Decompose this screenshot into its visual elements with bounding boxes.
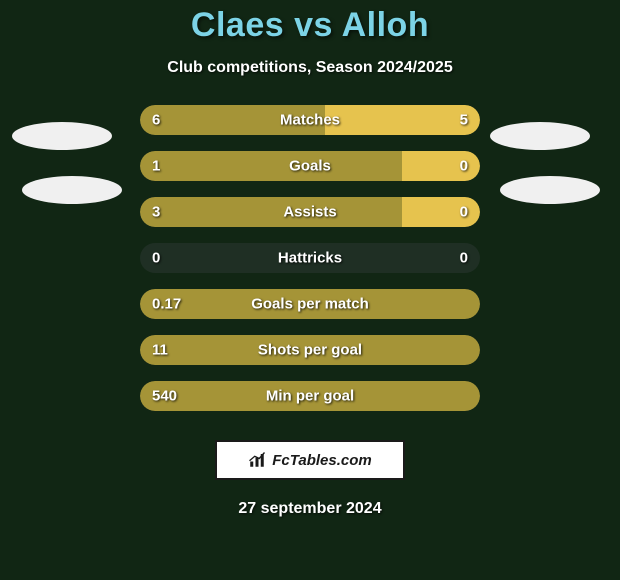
stat-value-right: 5 — [460, 112, 468, 129]
stat-label: Matches — [280, 112, 340, 129]
comparison-infographic: Claes vs Alloh Club competitions, Season… — [0, 0, 620, 580]
stat-row: Goals per match 0.17 — [0, 289, 620, 319]
stat-value-left: 1 — [152, 158, 160, 175]
stat-bar-left — [140, 197, 402, 227]
footer-date: 27 september 2024 — [0, 500, 620, 518]
footer-brand-box: FcTables.com — [215, 440, 405, 480]
stat-bar-right — [402, 151, 480, 181]
stat-label: Hattricks — [278, 250, 342, 267]
title-player2: Alloh — [342, 6, 429, 44]
stat-bar-right — [325, 105, 480, 135]
stat-value-left: 540 — [152, 388, 177, 405]
stat-label: Goals per match — [251, 296, 369, 313]
stat-value-left: 11 — [152, 342, 168, 359]
stat-label: Assists — [283, 204, 336, 221]
stat-bar-track: Goals per match 0.17 — [140, 289, 480, 319]
stat-value-right: 0 — [460, 250, 468, 267]
stat-bar-track: Hattricks 0 0 — [140, 243, 480, 273]
stat-value-right: 0 — [460, 158, 468, 175]
stat-row: Shots per goal 11 — [0, 335, 620, 365]
footer-brand-text: FcTables.com — [272, 452, 371, 469]
page-title: Claes vs Alloh — [0, 0, 620, 45]
title-vs: vs — [294, 6, 333, 44]
subtitle: Club competitions, Season 2024/2025 — [0, 59, 620, 77]
stat-bar-right — [402, 197, 480, 227]
stat-bar-track: Assists 3 0 — [140, 197, 480, 227]
stat-bar-track: Matches 6 5 — [140, 105, 480, 135]
stat-label: Shots per goal — [258, 342, 362, 359]
stat-bar-left — [140, 151, 402, 181]
stat-row: Goals 1 0 — [0, 151, 620, 181]
chart-icon — [248, 451, 266, 469]
stat-label: Min per goal — [266, 388, 354, 405]
stat-bar-track: Shots per goal 11 — [140, 335, 480, 365]
stat-label: Goals — [289, 158, 331, 175]
stat-value-left: 6 — [152, 112, 160, 129]
title-player1: Claes — [191, 6, 284, 44]
stat-value-right: 0 — [460, 204, 468, 221]
stat-row: Min per goal 540 — [0, 381, 620, 411]
stat-value-left: 3 — [152, 204, 160, 221]
stat-bar-track: Min per goal 540 — [140, 381, 480, 411]
stat-row: Matches 6 5 — [0, 105, 620, 135]
stat-row: Assists 3 0 — [0, 197, 620, 227]
stat-bar-track: Goals 1 0 — [140, 151, 480, 181]
stat-row: Hattricks 0 0 — [0, 243, 620, 273]
stat-value-left: 0.17 — [152, 296, 181, 313]
stat-bars: Matches65Goals10Assists30Hattricks00Goal… — [0, 105, 620, 411]
stat-value-left: 0 — [152, 250, 160, 267]
